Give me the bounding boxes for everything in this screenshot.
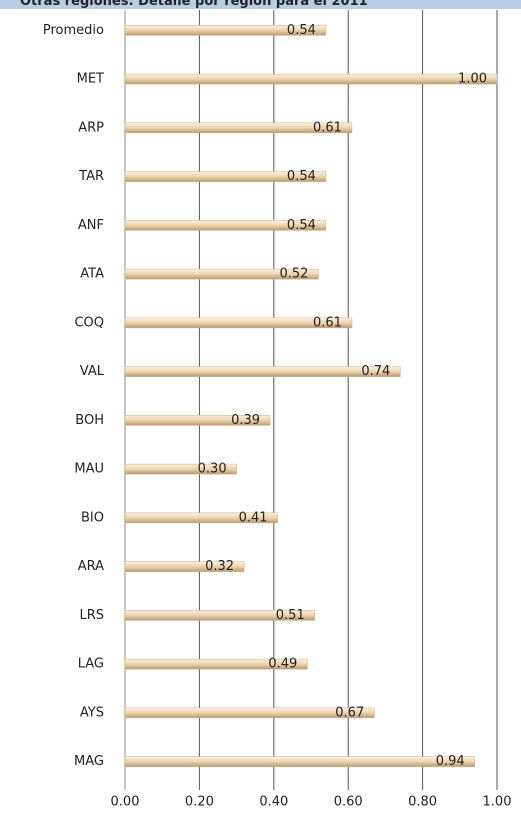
bar [124, 268, 319, 280]
bar [124, 610, 315, 621]
data-label: 0.41 [239, 510, 268, 525]
data-label: 0.51 [276, 608, 305, 623]
y-tick-label: BOH [75, 413, 104, 428]
y-tick-label: LRS [79, 608, 104, 623]
data-label: 0.54 [287, 218, 316, 233]
y-tick-label: ARP [78, 120, 104, 135]
data-label: 0.67 [335, 705, 364, 720]
bar [124, 366, 401, 377]
bar [124, 415, 271, 426]
y-tick-label: Promedio [43, 23, 104, 38]
y-tick-label: AYS [80, 705, 104, 720]
data-label: 0.61 [313, 315, 342, 330]
bar [124, 25, 327, 36]
bar [124, 122, 353, 134]
y-tick-label: MAG [74, 754, 104, 769]
data-label: 0.30 [198, 462, 227, 477]
y-tick-label: LAG [78, 657, 104, 672]
x-tick-label: 0.20 [185, 795, 214, 810]
bar [124, 317, 353, 329]
x-tick-label: 0.80 [408, 795, 437, 810]
data-label: 0.74 [361, 364, 390, 379]
x-tick-label: 0.60 [334, 795, 363, 810]
y-tick-label: ARA [78, 559, 104, 574]
bar [124, 463, 237, 475]
data-label: 0.52 [279, 267, 308, 282]
data-label: 0.39 [231, 413, 260, 428]
y-tick-label: MAU [74, 462, 104, 477]
y-tick-label: MET [77, 72, 104, 87]
y-tick-label: BIO [81, 510, 104, 525]
x-tick-label: 0.40 [259, 795, 288, 810]
bar [124, 707, 375, 719]
bar [124, 756, 475, 767]
bar [124, 561, 245, 572]
y-tick-label: ATA [80, 267, 104, 282]
bar [124, 171, 327, 182]
title-band [0, 0, 521, 9]
chart-title: Otras regiones: Detalle por región para … [20, 0, 368, 9]
data-label: 0.54 [287, 169, 316, 184]
bar [124, 658, 308, 670]
y-tick-label: TAR [78, 169, 104, 184]
x-tick-label: 1.00 [483, 795, 512, 810]
data-label: 0.32 [205, 559, 234, 574]
data-label: 0.54 [287, 23, 316, 38]
data-label: 0.94 [436, 754, 465, 769]
x-tick-label: 0.00 [111, 795, 140, 810]
bar [124, 512, 278, 524]
bar [124, 220, 327, 231]
bar [124, 73, 498, 85]
data-label: 0.61 [313, 120, 342, 135]
y-tick-label: VAL [80, 364, 105, 379]
y-tick-label: COQ [74, 315, 104, 330]
data-label: 1.00 [458, 72, 487, 87]
y-tick-label: ANF [78, 218, 104, 233]
data-label: 0.49 [268, 657, 297, 672]
